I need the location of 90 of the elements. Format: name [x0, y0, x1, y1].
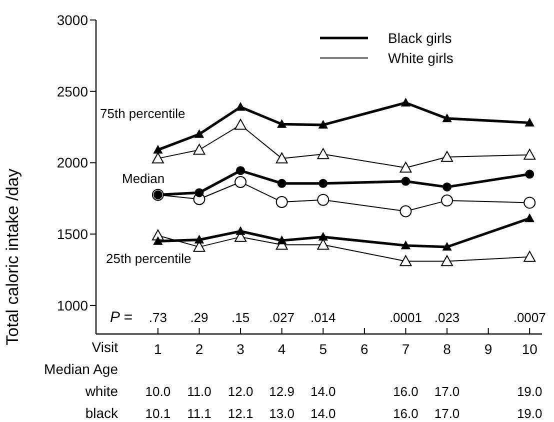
- point: [401, 98, 410, 106]
- point: [525, 170, 534, 179]
- text: 10.0: [145, 384, 171, 399]
- x-tick-label: 3: [236, 340, 245, 357]
- text: 11.0: [187, 384, 212, 399]
- annotation: .15: [232, 310, 250, 325]
- y-tick-label: 3000: [56, 12, 88, 28]
- point: [442, 182, 452, 192]
- text: 14.0: [310, 406, 336, 421]
- x-tick-label: 10: [522, 340, 538, 357]
- point: [276, 196, 288, 208]
- point: [277, 178, 286, 188]
- point: [318, 120, 328, 129]
- annotation: 75th percentile: [100, 106, 186, 121]
- text: 17.0: [434, 406, 460, 421]
- text: 14.0: [310, 384, 336, 399]
- point: [317, 148, 330, 160]
- point: [317, 194, 330, 206]
- text: 17.0: [434, 384, 460, 399]
- point: [401, 241, 410, 250]
- x-tick-label: 5: [319, 340, 328, 357]
- point: [194, 188, 204, 198]
- text: 16.0: [393, 384, 418, 399]
- point: [441, 151, 454, 162]
- point: [193, 144, 206, 155]
- text: 19.0: [516, 384, 542, 399]
- annotation: .023: [434, 310, 460, 325]
- point: [236, 166, 246, 176]
- text: 19.0: [516, 406, 542, 421]
- y-tick-label: 2500: [56, 83, 88, 100]
- point: [194, 235, 204, 244]
- x-axis-title: Visit: [92, 339, 118, 355]
- point: [318, 178, 328, 188]
- legend-label: Black girls: [388, 30, 452, 46]
- point: [153, 236, 162, 245]
- point: [524, 250, 536, 262]
- y-tick-label: 2000: [56, 154, 88, 171]
- point: [318, 232, 328, 241]
- text: black: [85, 405, 119, 421]
- annotation: .73: [148, 310, 167, 325]
- point: [441, 255, 454, 266]
- point: [234, 118, 247, 130]
- point: [234, 176, 247, 188]
- point: [400, 205, 412, 218]
- x-tick-label: 8: [443, 340, 452, 357]
- point: [400, 255, 412, 266]
- x-tick-label: 9: [484, 340, 492, 357]
- x-tick-label: 2: [195, 340, 204, 357]
- text: 13.0: [269, 406, 294, 421]
- text: 12.1: [228, 406, 254, 421]
- point: [277, 120, 286, 128]
- point: [277, 236, 286, 244]
- text: 10.1: [145, 406, 171, 421]
- point: [152, 152, 164, 164]
- text: Median Age: [44, 361, 118, 377]
- annotation: Median: [122, 171, 165, 186]
- annotation: 25th percentile: [106, 251, 192, 266]
- point: [525, 118, 534, 126]
- y-tick-label: 1000: [56, 297, 88, 314]
- text: white: [84, 383, 118, 399]
- point: [442, 114, 452, 122]
- point: [400, 162, 412, 173]
- point: [442, 242, 452, 251]
- point: [524, 148, 536, 160]
- x-tick-label: 1: [154, 340, 162, 357]
- text: 12.9: [269, 384, 294, 399]
- point: [153, 145, 162, 154]
- point: [236, 226, 246, 235]
- legend-label: White girls: [388, 50, 454, 66]
- annotation: .0001: [389, 310, 422, 325]
- point: [401, 176, 410, 186]
- x-tick-label: 7: [402, 340, 410, 357]
- y-tick-label: 1500: [56, 226, 88, 242]
- text: 16.0: [393, 406, 418, 421]
- annotation: .0007: [513, 310, 546, 325]
- annotation: P =: [110, 309, 133, 326]
- text: 12.0: [228, 384, 254, 399]
- x-tick-label: 4: [278, 340, 286, 357]
- point: [524, 196, 536, 209]
- point: [276, 152, 288, 164]
- y-axis-title: Total caloric intake /day: [3, 168, 22, 346]
- annotation: .29: [190, 310, 208, 325]
- annotation: .014: [310, 310, 336, 325]
- annotation: .027: [269, 310, 294, 325]
- point: [236, 102, 246, 111]
- point: [525, 214, 534, 222]
- x-tick-label: 6: [360, 340, 369, 357]
- point: [194, 130, 204, 138]
- text: 11.1: [187, 406, 212, 421]
- point: [441, 194, 454, 207]
